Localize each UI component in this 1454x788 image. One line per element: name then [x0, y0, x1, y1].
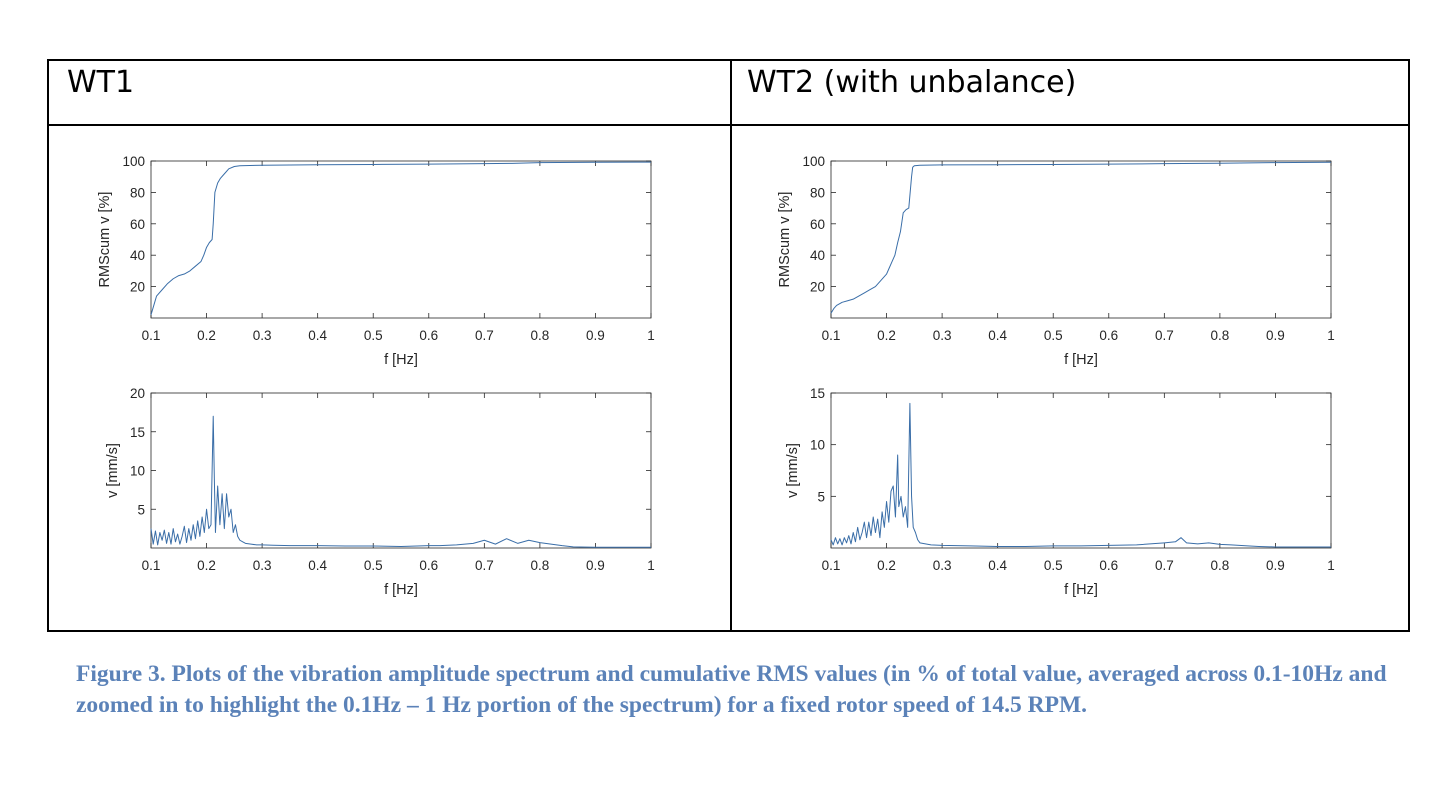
x-tick-label: 0.8 [1210, 558, 1229, 573]
x-tick-label: 0.7 [1155, 328, 1174, 343]
x-tick-label: 0.3 [933, 328, 952, 343]
x-tick-label: 0.9 [586, 328, 605, 343]
x-tick-label: 0.6 [1099, 558, 1118, 573]
panel-title-wt2: WT2 (with unbalance) [747, 65, 1077, 100]
y-tick-label: 10 [130, 464, 145, 479]
x-tick-label: 0.5 [364, 328, 383, 343]
y-axis-label: v [mm/s] [105, 443, 121, 498]
x-axis-label: f [Hz] [384, 582, 418, 598]
x-tick-label: 0.4 [988, 328, 1007, 343]
x-axis-label: f [Hz] [1064, 352, 1098, 368]
y-tick-label: 10 [810, 438, 825, 453]
plot-area [150, 392, 652, 549]
figure-caption: Figure 3. Plots of the vibration amplitu… [76, 661, 1387, 718]
x-tick-label: 0.2 [877, 328, 896, 343]
chart-wt1-cumulative: 0.1 0.2 0.3 0.4 0.5 0.6 0.7 0.8 0.9 1 20 40 60 80 100 f… [97, 154, 655, 368]
x-tick-label: 0.5 [364, 558, 383, 573]
y-tick-label: 100 [122, 154, 145, 169]
x-tick-label: 0.8 [530, 328, 549, 343]
x-tick-label: 0.1 [822, 328, 841, 343]
y-axis-label: RMScum v [%] [777, 192, 793, 288]
x-tick-label: 0.6 [419, 558, 438, 573]
y-axis-label: RMScum v [%] [97, 192, 113, 288]
x-axis-label: f [Hz] [1064, 582, 1098, 598]
x-tick-label: 0.1 [142, 328, 161, 343]
x-tick-label: 0.1 [822, 558, 841, 573]
x-tick-label: 0.6 [419, 328, 438, 343]
x-tick-label: 0.3 [253, 328, 272, 343]
y-tick-label: 40 [130, 248, 145, 263]
y-tick-label: 80 [130, 185, 145, 200]
chart-wt2-cumulative: 0.1 0.2 0.3 0.4 0.5 0.6 0.7 0.8 0.9 1 20 40 60 80 100 f… [777, 154, 1335, 368]
x-tick-label: 0.7 [1155, 558, 1174, 573]
x-tick-label: 0.8 [1210, 328, 1229, 343]
plot-area [830, 392, 1332, 549]
x-tick-label: 0.5 [1044, 558, 1063, 573]
y-tick-label: 20 [810, 280, 825, 295]
y-tick-label: 5 [137, 502, 145, 517]
x-tick-label: 1 [1327, 558, 1335, 573]
y-tick-label: 80 [810, 185, 825, 200]
x-tick-label: 0.8 [530, 558, 549, 573]
series-line [150, 415, 651, 548]
x-tick-label: 0.7 [475, 328, 494, 343]
y-tick-label: 5 [817, 489, 825, 504]
x-tick-label: 0.3 [253, 558, 272, 573]
column-divider [730, 61, 732, 630]
x-tick-label: 0.4 [308, 558, 327, 573]
y-tick-label: 60 [810, 217, 825, 232]
x-tick-label: 1 [647, 558, 655, 573]
plot-area [830, 160, 1332, 319]
y-tick-label: 100 [802, 154, 825, 169]
x-tick-label: 0.4 [988, 558, 1007, 573]
x-tick-label: 1 [647, 328, 655, 343]
x-tick-label: 0.2 [877, 558, 896, 573]
y-tick-label: 20 [130, 386, 145, 401]
plot-area [150, 160, 652, 319]
panel-title-wt1: WT1 [67, 65, 135, 100]
x-tick-label: 0.6 [1099, 328, 1118, 343]
x-tick-label: 0.3 [933, 558, 952, 573]
x-tick-label: 0.9 [1266, 328, 1285, 343]
series-line [830, 161, 1332, 314]
x-tick-label: 0.4 [308, 328, 327, 343]
x-tick-label: 1 [1327, 328, 1335, 343]
x-tick-label: 0.2 [197, 558, 216, 573]
x-axis-label: f [Hz] [384, 352, 418, 368]
series-line [150, 161, 652, 316]
x-tick-label: 0.1 [142, 558, 161, 573]
x-tick-label: 0.2 [197, 328, 216, 343]
x-tick-label: 0.7 [475, 558, 494, 573]
x-tick-label: 0.5 [1044, 328, 1063, 343]
y-tick-label: 20 [130, 280, 145, 295]
series-line [830, 402, 1331, 548]
header-row-divider [49, 124, 1408, 126]
x-tick-label: 0.9 [1266, 558, 1285, 573]
y-axis-label: v [mm/s] [785, 443, 801, 498]
y-tick-label: 40 [810, 248, 825, 263]
y-tick-label: 15 [810, 386, 825, 401]
figure-table: WT1 WT2 (with unbalance) [47, 59, 1410, 632]
x-tick-label: 0.9 [586, 558, 605, 573]
y-tick-label: 15 [130, 425, 145, 440]
y-tick-label: 60 [130, 217, 145, 232]
